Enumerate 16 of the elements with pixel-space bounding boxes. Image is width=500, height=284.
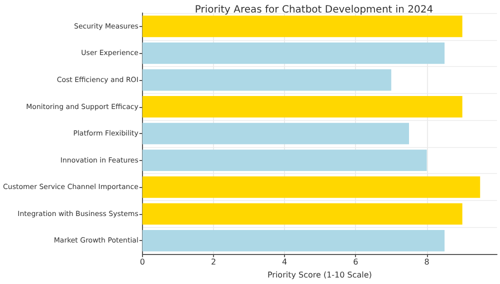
x-tick-label: 0	[140, 258, 145, 267]
x-tick-label: 6	[353, 258, 358, 267]
bar	[142, 16, 462, 38]
x-axis-title: Priority Score (1-10 Scale)	[267, 270, 372, 280]
x-tick-label: 2	[210, 258, 216, 267]
x-tick-label: 8	[424, 258, 430, 267]
bar	[142, 96, 462, 118]
bar	[142, 230, 445, 252]
bar	[142, 203, 462, 225]
bar	[142, 176, 480, 198]
x-tick-label: 4	[282, 258, 288, 267]
chart-title: Priority Areas for Chatbot Development in 2024	[194, 4, 434, 16]
bar	[142, 122, 410, 144]
bar	[142, 42, 445, 64]
bar	[142, 150, 427, 172]
bar	[142, 69, 392, 91]
